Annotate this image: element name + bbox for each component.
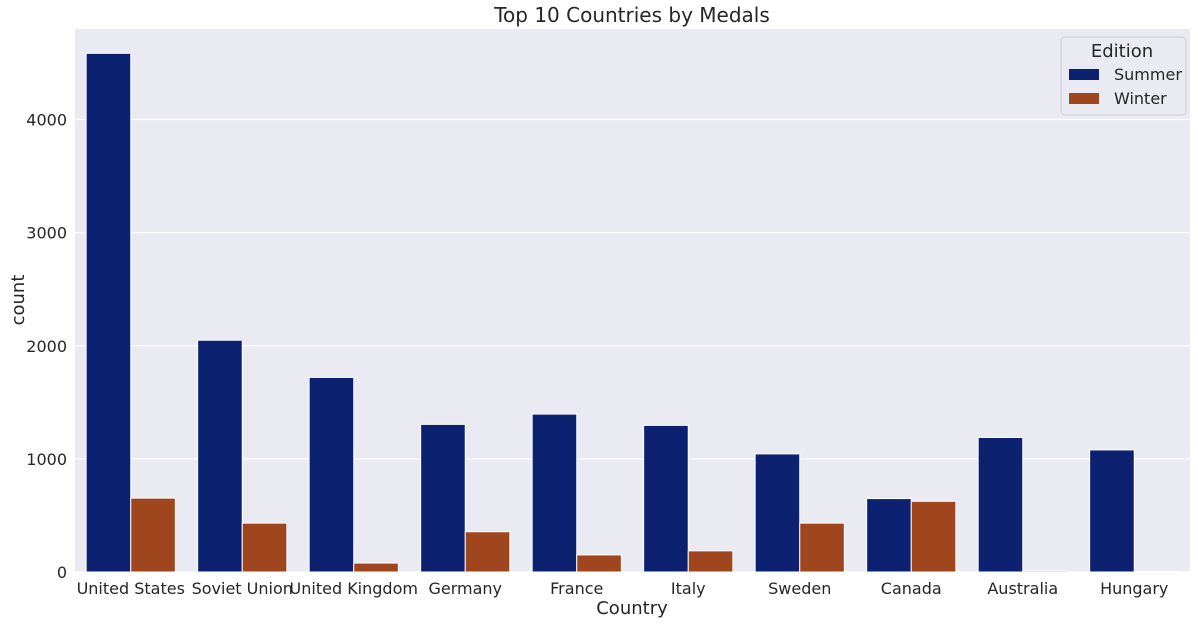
bar-summer <box>643 424 689 573</box>
bar-summer <box>531 413 578 573</box>
bar-winter <box>910 500 957 573</box>
legend-label-summer: Summer <box>1114 65 1182 84</box>
chart-title: Top 10 Countries by Medals <box>493 3 770 27</box>
legend-label-winter: Winter <box>1114 89 1167 108</box>
x-tick-label: Italy <box>671 579 706 598</box>
y-tick-label: 2000 <box>26 337 67 356</box>
bar-winter <box>130 497 176 573</box>
y-tick-label: 4000 <box>26 111 67 130</box>
bar-winter <box>576 554 622 573</box>
legend-title: Edition <box>1091 41 1153 62</box>
x-tick-label: Canada <box>881 579 942 598</box>
legend-swatch-summer <box>1069 69 1099 80</box>
bar-summer <box>420 423 466 573</box>
bar-winter <box>799 522 845 573</box>
x-tick-label: United States <box>77 579 185 598</box>
bars <box>85 52 1180 573</box>
bar-summer <box>197 339 243 573</box>
legend-swatch-winter <box>1069 93 1099 104</box>
y-tick-labels: 0 1000 2000 3000 4000 <box>26 111 67 583</box>
x-tick-label: Australia <box>987 579 1058 598</box>
y-tick-label: 0 <box>57 563 67 582</box>
bar-winter <box>687 550 734 573</box>
bar-summer <box>754 453 801 573</box>
x-axis-label: Country <box>596 598 668 619</box>
bar-summer <box>85 52 132 573</box>
bar-summer <box>977 436 1024 573</box>
bar-summer <box>866 498 912 573</box>
y-tick-label: 1000 <box>26 450 67 469</box>
bar-winter <box>1133 570 1180 573</box>
bar-winter <box>464 531 511 573</box>
legend: Edition Summer Winter <box>1060 36 1187 116</box>
bar-summer <box>308 376 355 573</box>
bar-summer <box>1089 449 1135 573</box>
x-tick-label: Germany <box>428 579 502 598</box>
y-tick-label: 3000 <box>26 224 67 243</box>
y-axis-label: count <box>8 275 29 326</box>
x-tick-label: Soviet Union <box>192 579 293 598</box>
bar-winter <box>1022 570 1068 573</box>
bar-winter <box>353 562 399 573</box>
bar-winter <box>241 522 288 573</box>
x-tick-label: Hungary <box>1100 579 1168 598</box>
x-tick-label: Sweden <box>768 579 831 598</box>
x-tick-label: France <box>550 579 603 598</box>
x-tick-label: United Kingdom <box>290 579 418 598</box>
